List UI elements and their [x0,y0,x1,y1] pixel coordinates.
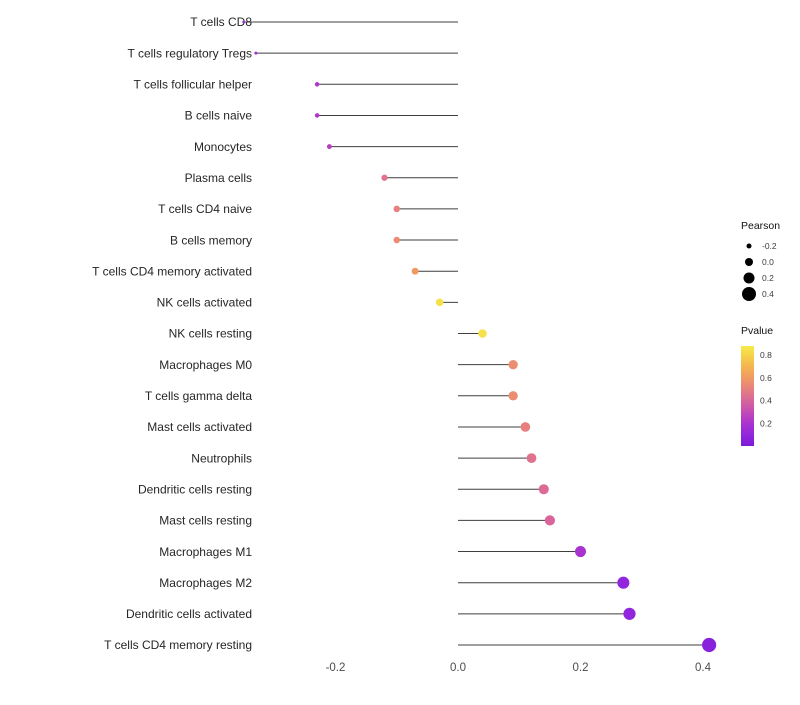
lollipop-row: Monocytes [194,140,458,154]
dot [520,422,531,432]
dot [526,453,537,463]
category-label: Monocytes [194,140,252,154]
lollipop-row: T cells CD4 memory resting [104,637,717,653]
dot [326,144,332,150]
category-label: T cells gamma delta [145,389,252,403]
pvalue-colorbar [741,346,754,446]
category-label: Dendritic cells resting [138,482,252,496]
lollipop-row: Dendritic cells activated [126,607,636,621]
lollipop-row: Macrophages M1 [159,545,586,559]
x-tick-label: 0.0 [450,662,466,674]
size-legend-label: 0.4 [762,289,774,299]
category-label: Dendritic cells activated [126,607,252,621]
color-legend-label: 0.8 [760,350,772,360]
lollipop-row: T cells CD4 memory activated [92,264,458,278]
lollipop-row: T cells follicular helper [134,78,458,92]
dot [478,329,487,338]
lollipop-row: Mast cells resting [159,514,555,528]
dot [575,546,586,558]
category-label: T cells CD4 memory activated [92,264,252,278]
lollipop-row: Dendritic cells resting [138,482,549,496]
dot [242,20,245,24]
category-label: B cells naive [185,109,253,123]
color-legend-label: 0.6 [760,373,772,383]
size-legend-label: 0.2 [762,273,774,283]
category-label: Mast cells resting [159,514,252,528]
dot [508,359,518,370]
category-label: T cells CD4 memory resting [104,638,252,652]
size-legend-label: 0.0 [762,257,774,267]
dot [314,113,320,118]
lollipop-row: T cells gamma delta [145,389,518,403]
lollipop-row: Macrophages M0 [159,358,518,372]
color-legend-title: Pvalue [741,325,773,337]
category-label: T cells CD8 [190,15,252,29]
category-label: B cells memory [170,233,252,247]
lollipop-row: Macrophages M2 [159,576,630,590]
dot [393,236,400,244]
category-label: Plasma cells [185,171,252,185]
category-label: Macrophages M1 [159,545,252,559]
lollipop-row: T cells regulatory Tregs [128,46,458,60]
category-label: T cells follicular helper [134,78,253,92]
dot [623,607,636,620]
size-legend-label: -0.2 [762,241,777,251]
category-label: Macrophages M0 [159,358,252,372]
lollipop-row: NK cells resting [169,327,487,341]
x-tick-label: 0.2 [573,662,589,674]
lollipop-row: B cells naive [185,109,458,123]
x-tick-label: 0.4 [695,662,712,674]
lollipop-row: Neutrophils [191,451,537,465]
category-label: T cells regulatory Tregs [128,46,253,60]
dot [702,637,717,653]
category-label: Macrophages M2 [159,576,252,590]
dot [544,515,555,526]
color-legend-label: 0.2 [760,418,772,428]
lollipop-row: T cells CD8 [190,15,458,29]
category-label: Neutrophils [191,451,252,465]
lollipop-row: Plasma cells [185,171,458,185]
dot [538,484,549,495]
lollipop-row: Mast cells activated [147,420,531,434]
dot [314,82,320,87]
size-legend-dot [743,272,755,284]
size-legend-dot [745,258,753,266]
x-tick-label: -0.2 [326,662,346,674]
category-label: Mast cells activated [147,420,252,434]
dot [381,174,388,181]
lollipop-row: B cells memory [170,233,458,247]
size-legend-title: Pearson [741,220,780,232]
category-label: T cells CD4 naive [158,202,252,216]
category-label: NK cells activated [157,296,252,310]
dot [617,576,630,589]
lollipop-row: T cells CD4 naive [158,202,458,216]
dot [411,267,419,275]
dot [254,51,258,55]
category-label: NK cells resting [169,327,252,341]
dot [508,391,518,401]
size-legend-dot [746,243,752,249]
color-legend-label: 0.4 [760,396,772,406]
dot [393,205,400,213]
dot [435,298,444,307]
lollipop-row: NK cells activated [157,296,458,310]
size-legend-dot [742,287,756,301]
